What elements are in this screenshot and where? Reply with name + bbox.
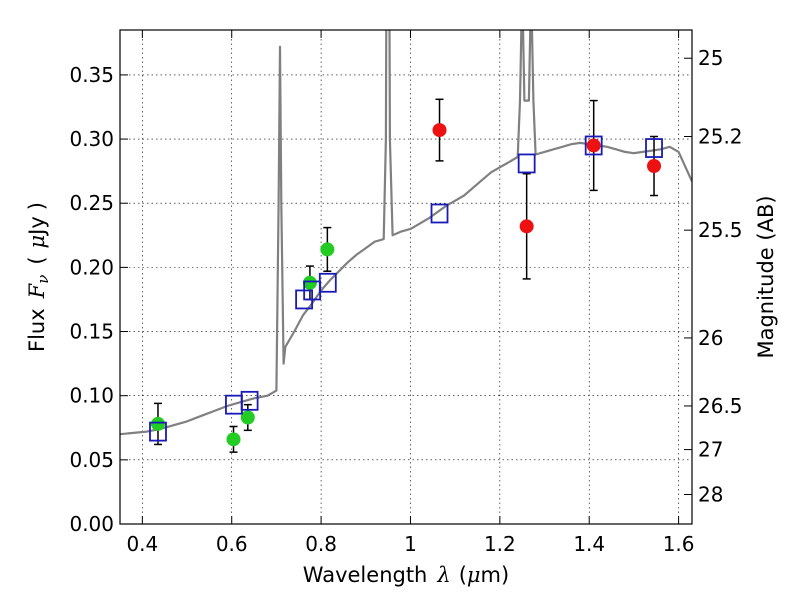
green-photometry-point-1 — [226, 432, 241, 447]
model-spectrum-layer — [120, 30, 692, 436]
blue-model-photometry-point-8 — [584, 135, 603, 156]
red-photometry-point-0 — [432, 123, 447, 138]
x-tick-label-5: 1.4 — [573, 532, 605, 556]
red-photometry-point-1 — [519, 219, 534, 234]
blue-model-photometry-point-0 — [149, 421, 167, 442]
red-photometry-point-3 — [647, 159, 662, 174]
blue-model-photometry-point-2 — [240, 390, 259, 411]
red-photometry-point-2 — [586, 138, 601, 153]
y-tick-label-2: 0.10 — [69, 384, 114, 408]
y2-tick-label-6: 28 — [698, 482, 723, 506]
blue-model-photometry-point-6 — [430, 203, 449, 224]
y2-tick-label-3: 26 — [698, 326, 723, 350]
y-tick-label-7: 0.35 — [69, 63, 114, 87]
y2-tick-label-5: 27 — [698, 438, 723, 462]
y-tick-label-4: 0.20 — [69, 255, 114, 279]
y2-axis-label: Magnitude (AB) — [754, 195, 778, 358]
y2-tick-label-4: 26.5 — [698, 394, 743, 418]
y2-tick-label-0: 25 — [698, 46, 723, 70]
x-tick-label-6: 1.6 — [663, 532, 695, 556]
blue-model-photometry-point-7 — [517, 153, 536, 174]
axis-ticks — [120, 30, 692, 525]
model-spectrum-line — [120, 30, 692, 436]
y-tick-label-0: 0.00 — [69, 512, 114, 536]
tick-labels: 0.4 0.6 0.8 1 1.2 1.4 1.6 0.00 0.05 0.10 0.15 0.20 0… — [69, 46, 742, 556]
x-axis-label: Wavelength λ (μm) — [303, 563, 509, 587]
plot-frame — [119, 29, 693, 525]
x-tick-label-4: 1.2 — [484, 532, 516, 556]
data-points — [149, 123, 663, 447]
y-tick-label-5: 0.25 — [69, 191, 114, 215]
y2-tick-label-1: 25.2 — [698, 124, 743, 148]
errorbars — [153, 98, 659, 453]
green-photometry-point-3 — [302, 275, 317, 290]
x-tick-label-2: 0.8 — [305, 532, 337, 556]
y-tick-label-1: 0.05 — [69, 448, 114, 472]
x-tick-label-1: 0.6 — [216, 532, 248, 556]
blue-model-photometry-point-9 — [645, 138, 663, 158]
y-tick-label-6: 0.30 — [69, 127, 114, 151]
y-axis-label: FluxFν(μJy) — [25, 202, 52, 352]
x-tick-label-3: 1 — [404, 532, 417, 556]
green-photometry-point-2 — [240, 410, 255, 425]
green-photometry-point-4 — [320, 242, 335, 257]
green-photometry-point-0 — [150, 416, 165, 431]
y2-tick-label-2: 25.5 — [698, 218, 743, 242]
grid — [120, 30, 692, 525]
y-tick-label-3: 0.15 — [69, 320, 114, 344]
blue-model-photometry-point-5 — [318, 272, 337, 293]
x-tick-label-0: 0.4 — [126, 532, 158, 556]
